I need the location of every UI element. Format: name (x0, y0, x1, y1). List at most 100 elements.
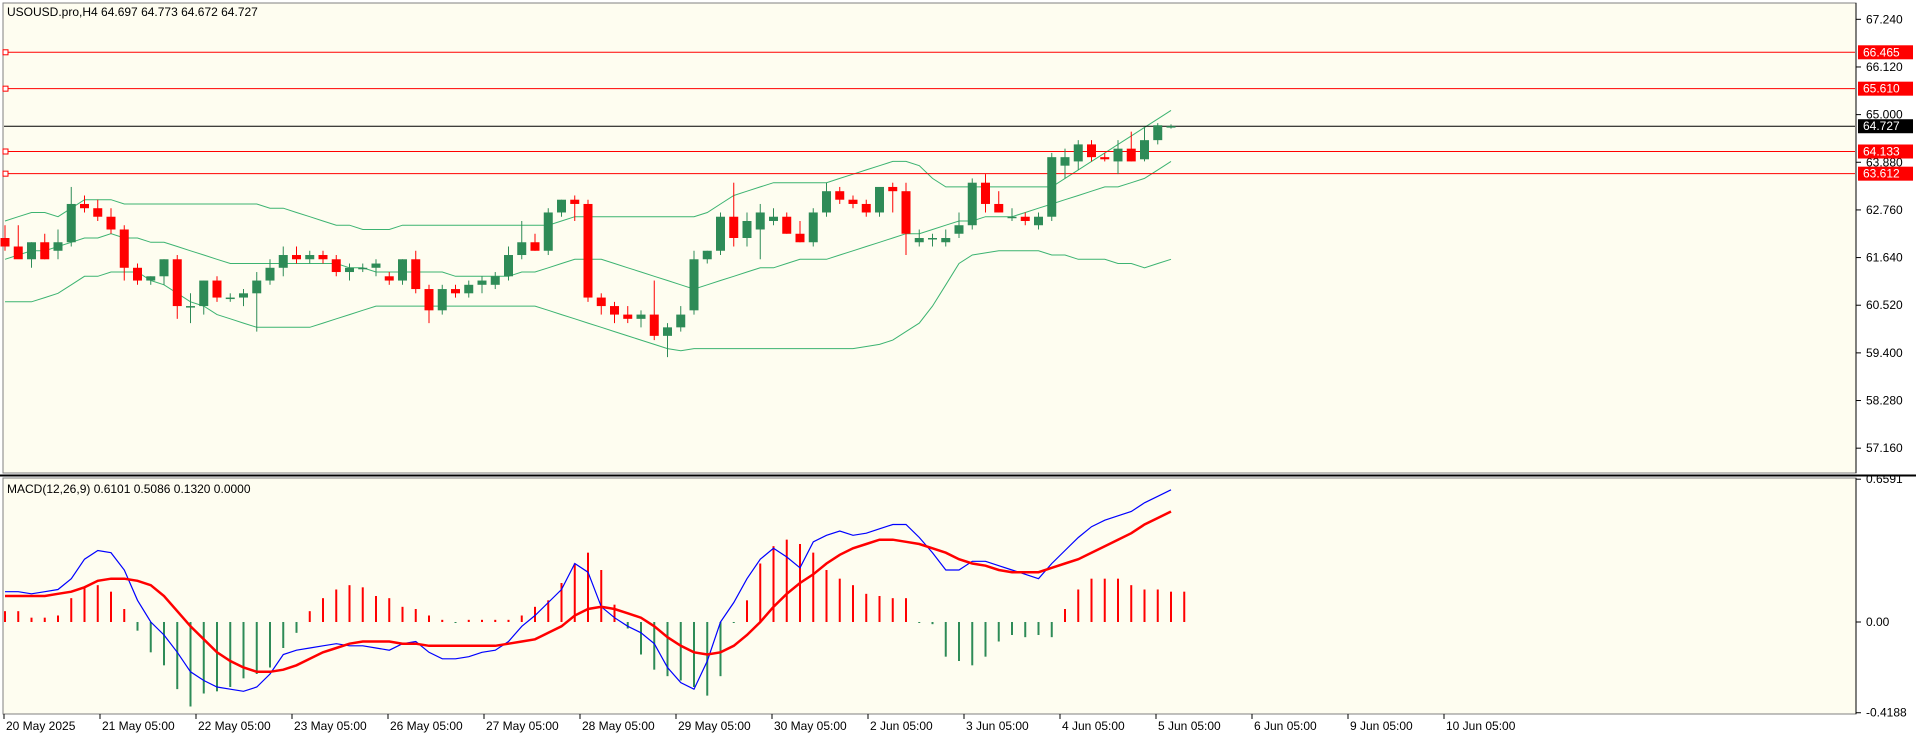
level-price-tag-label: 63.612 (1863, 167, 1900, 181)
price-tick-label: 61.640 (1866, 251, 1903, 265)
time-tick-label: 22 May 05:00 (198, 719, 271, 733)
candle-body (1126, 148, 1136, 162)
time-tick-label: 9 Jun 05:00 (1350, 719, 1413, 733)
horizontal-level-anchor[interactable] (2, 170, 9, 177)
time-tick-label: 23 May 05:00 (294, 719, 367, 733)
candle-body (384, 276, 394, 281)
level-price-tag (1858, 45, 1913, 60)
horizontal-level-anchor[interactable] (2, 49, 9, 56)
candle-body (689, 259, 699, 311)
candle-body (795, 233, 805, 243)
time-tick-label: 30 May 05:00 (774, 719, 847, 733)
time-tick-label: 26 May 05:00 (390, 719, 463, 733)
time-tick-label: 3 Jun 05:00 (966, 719, 1029, 733)
candle-body (504, 255, 513, 277)
candle-body (278, 255, 288, 268)
candle-body (1020, 216, 1030, 221)
candle-body (981, 182, 990, 204)
candle-body (808, 212, 818, 243)
macd-pane[interactable] (2, 477, 1857, 715)
macd-tick-label: 0.00 (1866, 615, 1890, 629)
candle-body (848, 199, 858, 204)
time-tick-label: 27 May 05:00 (486, 719, 559, 733)
candle-body (93, 208, 103, 217)
macd-tick-label: -0.4188 (1866, 706, 1907, 720)
candle-body (861, 203, 871, 213)
macd-axis: 0.6591 0.00 -0.4188 (1855, 472, 1907, 720)
price-tick-label: 59.400 (1866, 346, 1903, 360)
candle-body (437, 289, 447, 311)
candle-body (702, 250, 712, 260)
current-price-tag (1858, 119, 1913, 134)
candle-body (331, 259, 341, 273)
horizontal-level-anchor[interactable] (2, 148, 9, 155)
candle-body (133, 267, 142, 281)
time-tick-label: 28 May 05:00 (582, 719, 655, 733)
time-tick-label: 29 May 05:00 (678, 719, 751, 733)
candle-body (477, 280, 487, 285)
candle-body (186, 306, 195, 308)
candle-body (769, 216, 778, 221)
candle-body (371, 263, 381, 268)
candle-body (901, 191, 911, 234)
candle-body (451, 289, 460, 294)
price-tick-label: 63.880 (1866, 155, 1903, 169)
candle-body (928, 238, 937, 240)
candle-body (225, 297, 235, 300)
candle-body (0, 238, 10, 247)
candle-body (888, 186, 898, 192)
horizontal-level-anchor[interactable] (2, 85, 9, 92)
candle-body (172, 259, 182, 307)
candle-body (265, 267, 275, 281)
level-price-tag-label: 64.133 (1863, 145, 1900, 159)
candle-body (623, 314, 633, 319)
candle-body (755, 212, 765, 230)
price-axis: 67.240 66.120 65.000 63.880 62.760 61.640 60.5… (1855, 3, 1913, 473)
candle-body (1060, 157, 1070, 166)
candle-body (543, 212, 553, 251)
candle-body (994, 203, 1004, 213)
candle-body (570, 199, 580, 204)
candle-body (517, 242, 527, 256)
candle-body (663, 327, 672, 336)
candle-body (1153, 125, 1163, 141)
candle-body (1087, 144, 1096, 158)
candle-body (490, 276, 500, 285)
candle-body (822, 191, 831, 213)
current-price-tag-label: 64.727 (1863, 119, 1900, 133)
time-axis: 20 May 2025 21 May 05:00 22 May 05:00 23 Ma… (3, 714, 1516, 733)
level-price-tag (1858, 166, 1913, 181)
candle-body (358, 267, 368, 270)
macd-signal-line (5, 510, 1172, 674)
candle-body (557, 199, 566, 213)
time-tick-label: 6 Jun 05:00 (1254, 719, 1317, 733)
candle-body (53, 242, 63, 251)
macd-plot (4, 489, 1186, 707)
symbol-info-header: USOUSD.pro,H4 64.697 64.773 64.672 64.72… (7, 5, 258, 19)
candle-body (13, 246, 23, 260)
macd-info-header: MACD(12,26,9) 0.6101 0.5086 0.1320 0.000… (7, 482, 251, 496)
candle-body (1047, 157, 1057, 217)
level-price-tag-label: 65.610 (1863, 82, 1900, 96)
candle-body (596, 297, 606, 307)
price-tick-label: 58.280 (1866, 394, 1903, 408)
candle-body (66, 203, 76, 243)
candle-body (1166, 126, 1176, 128)
candle-body (464, 284, 474, 294)
price-tick-label: 65.000 (1866, 108, 1903, 122)
candle-body (954, 225, 964, 234)
candle-body (305, 255, 315, 260)
time-tick-label: 4 Jun 05:00 (1062, 719, 1125, 733)
price-tick-label: 62.760 (1866, 203, 1903, 217)
candle-body (40, 242, 50, 260)
candle-body (239, 293, 248, 298)
level-price-tag (1858, 144, 1913, 159)
candle-body (1007, 216, 1017, 219)
candle-body (80, 203, 89, 209)
candle-body (106, 216, 116, 230)
price-plot (0, 49, 1855, 358)
candle-body (292, 255, 301, 260)
candle-body (729, 216, 739, 238)
candle-body (199, 280, 209, 307)
candle-body (252, 280, 262, 294)
